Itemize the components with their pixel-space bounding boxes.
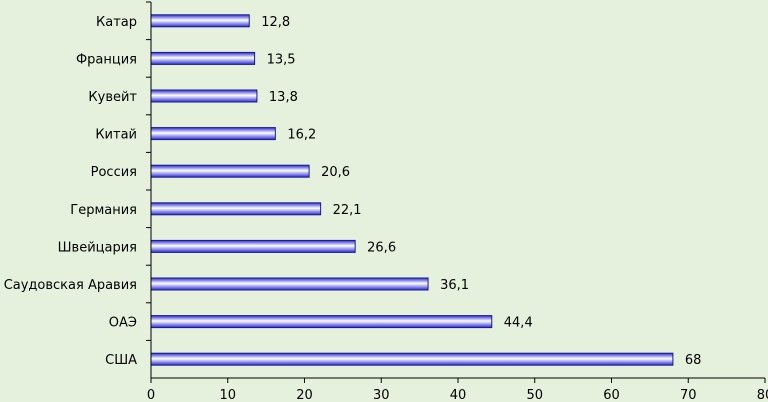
data-label: 12,8 (261, 15, 290, 30)
x-tick-label: 80 (757, 388, 768, 402)
bar-7 (150, 277, 429, 291)
data-label: 26,6 (367, 240, 396, 255)
x-tick-label: 60 (603, 388, 620, 402)
x-tick-label: 0 (147, 388, 155, 402)
bar-8 (150, 315, 493, 329)
category-label: Россия (91, 165, 137, 180)
x-tick-label: 50 (526, 388, 543, 402)
x-tick-label: 30 (373, 388, 390, 402)
axes: 0 10 20 30 40 50 60 70 80 (146, 1, 768, 402)
data-label: 22,1 (333, 203, 362, 218)
category-label: Саудовская Аравия (4, 278, 137, 293)
bar-1 (150, 51, 256, 65)
x-tick-label: 70 (680, 388, 697, 402)
bar-3 (150, 127, 276, 141)
bar-4 (150, 164, 310, 178)
x-tick-label: 10 (219, 388, 236, 402)
category-label: ОАЭ (109, 316, 137, 331)
category-label: Китай (95, 128, 137, 143)
category-label: Кувейт (88, 90, 137, 105)
data-label: 13,5 (267, 52, 296, 67)
data-label: 16,2 (287, 128, 316, 143)
category-label: Швейцария (58, 240, 137, 255)
bar-2 (150, 89, 258, 103)
data-label: 36,1 (440, 278, 469, 293)
x-tick-label: 20 (296, 388, 313, 402)
x-tick-label: 40 (450, 388, 467, 402)
data-label: 44,4 (504, 316, 533, 331)
data-label: 68 (685, 353, 702, 368)
category-label: Катар (96, 15, 137, 30)
bar-0 (150, 14, 250, 28)
category-label: США (105, 353, 137, 368)
bars-layer: Катар 12,8 Франция 13,5 Кувейт 13,8 Китай 16,2 Р… (4, 14, 702, 368)
bar-6 (150, 239, 356, 253)
bar-9 (150, 352, 674, 366)
category-label: Германия (70, 203, 137, 218)
data-label: 13,8 (269, 90, 298, 105)
data-label: 20,6 (321, 165, 350, 180)
bar-5 (150, 202, 322, 216)
category-label: Франция (76, 52, 137, 67)
